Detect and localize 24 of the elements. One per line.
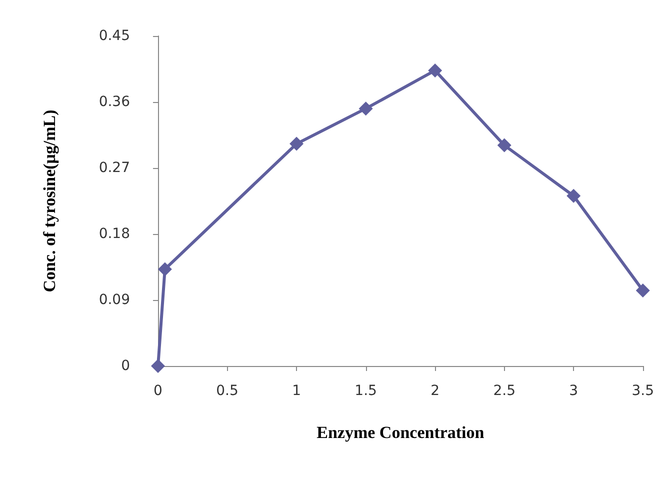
point [151,359,165,373]
y-tick-label: 0.36 [98,94,130,110]
y-tick-label: 0.18 [98,226,130,242]
point [158,262,172,276]
x-tick-label: 1 [292,383,301,399]
point [566,188,581,203]
x-tick-label: 2 [430,383,440,399]
y-axis-title: Conc. of tyrosine(μg/mL) [40,110,59,292]
y-tick-label: 0.45 [98,28,130,44]
y-tick-label: 0 [121,358,130,374]
x-axis-title: Enzyme Concentration [316,423,485,442]
x-tick-label: 3.5 [632,383,654,399]
point [636,283,650,298]
point [428,63,442,78]
point [358,102,373,116]
x-tick-label: 0 [154,383,162,399]
point [290,136,304,151]
x-tick-label: 2.5 [493,383,516,399]
y-tick-label: 0.27 [98,160,130,176]
y-tick-label: 0.09 [98,292,130,308]
point [497,138,512,152]
x-tick-label: 0.5 [216,383,238,399]
x-tick-label: 3 [569,383,578,399]
x-tick-label: 1.5 [354,383,377,399]
